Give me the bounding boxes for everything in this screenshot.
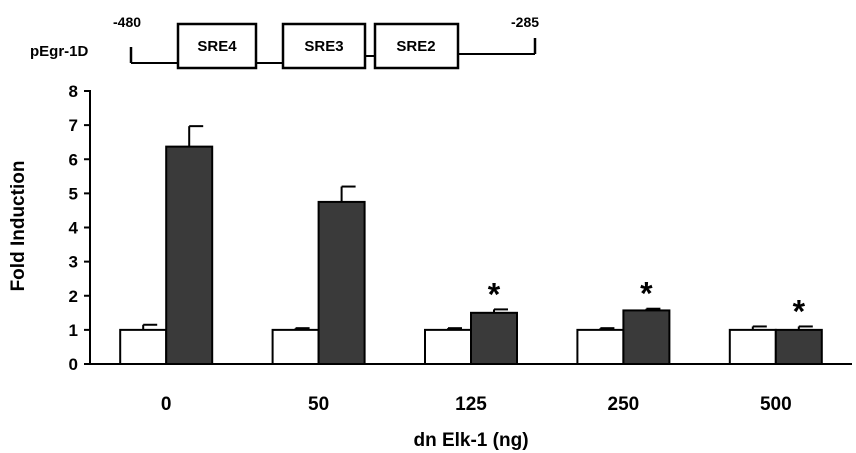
element-label: SRE4 [197,38,237,55]
y-tick-label: 2 [69,287,78,306]
plot-area: 0 1 2 3 4 5 6 7 8 0 50 125 * 250 * 500 * [69,82,852,415]
bar [774,328,823,365]
y-axis-title: Fold Induction [8,161,29,292]
x-category-label: 0 [161,394,172,415]
bar [470,311,518,365]
x-category-label: 250 [608,394,640,415]
y-tick-label: 3 [69,253,78,272]
bar [576,328,625,365]
y-tick-label: 5 [69,184,78,203]
element-box-sre2: SRE2 [373,22,460,70]
element-box-sre3: SRE3 [281,22,367,70]
bar [271,328,320,365]
y-tick-label: 7 [69,116,78,135]
bar [317,200,366,365]
significance-marker: * [488,276,501,312]
bar [728,328,777,365]
left-coordinate: -480 [113,14,141,30]
element-label: SRE2 [396,38,435,55]
element-label: SRE3 [304,38,343,55]
y-tick-label: 8 [69,82,78,101]
construct-label: pEgr-1D [30,43,89,60]
bar [424,328,472,365]
element-box-sre4: SRE4 [176,22,258,70]
x-category-label: 50 [308,394,329,415]
x-axis-title: dn Elk-1 (ng) [413,430,528,451]
y-tick-label: 4 [69,219,79,238]
bar [119,328,168,365]
x-category-label: 500 [760,394,792,415]
promoter-diagram: pEgr-1D -480 -285 SRE4 SRE3 SRE2 [30,14,539,70]
significance-marker: * [640,276,653,312]
y-tick-label: 6 [69,150,78,169]
bar [622,309,671,365]
bar-chart: Fold Induction dn Elk-1 (ng) 0 1 2 3 4 5 6 7 8 0 5… [8,82,852,451]
right-coordinate: -285 [511,14,539,30]
y-tick-label: 0 [69,355,78,374]
y-tick-label: 1 [69,321,78,340]
bar [165,145,214,365]
significance-marker: * [793,293,806,329]
x-category-label: 125 [455,394,487,415]
